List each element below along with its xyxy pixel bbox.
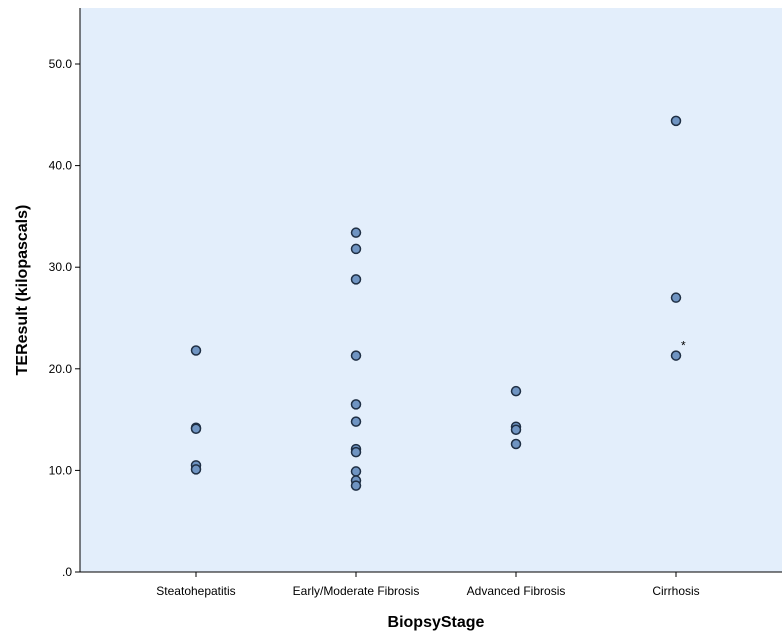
- x-tick-label: Cirrhosis: [652, 584, 699, 598]
- data-point: [350, 416, 362, 427]
- x-tick-label: Early/Moderate Fibrosis: [293, 584, 420, 598]
- data-point: [670, 350, 682, 361]
- data-point: [510, 424, 522, 436]
- outlier-annotation: *: [681, 338, 686, 352]
- data-point: [350, 350, 362, 361]
- y-tick-label: .0: [62, 565, 72, 579]
- x-tick-label: Steatohepatitis: [156, 584, 235, 598]
- data-point: [190, 423, 202, 434]
- y-tick-label: 20.0: [49, 362, 73, 376]
- data-point: [350, 480, 362, 491]
- data-point: [190, 345, 202, 356]
- data-point: [510, 385, 522, 397]
- y-tick-label: 40.0: [49, 159, 73, 173]
- x-axis-ticks: Steatohepatitis Early/Moderate Fibrosis Ad…: [156, 572, 700, 598]
- y-axis-ticks: .0 10.0 20.0 30.0 40.0 50.0: [49, 57, 80, 579]
- data-point: [670, 292, 682, 303]
- data-point: [350, 227, 362, 238]
- data-point: [190, 464, 202, 475]
- data-point: [670, 115, 682, 127]
- data-point: [510, 438, 522, 450]
- data-point: [350, 399, 362, 410]
- annotations: *: [681, 338, 686, 352]
- y-tick-label: 50.0: [49, 57, 73, 71]
- plot-area: [80, 8, 782, 572]
- data-point: [350, 243, 362, 255]
- data-points: [190, 115, 682, 491]
- data-point: [350, 274, 362, 285]
- x-axis-title: BiopsyStage: [388, 614, 485, 631]
- y-tick-label: 30.0: [49, 260, 73, 274]
- y-tick-label: 10.0: [49, 463, 73, 477]
- y-axis-title: TEResult (kilopascals): [14, 205, 31, 376]
- x-tick-label: Advanced Fibrosis: [467, 584, 566, 598]
- data-point: [350, 446, 362, 458]
- data-point: [350, 466, 362, 477]
